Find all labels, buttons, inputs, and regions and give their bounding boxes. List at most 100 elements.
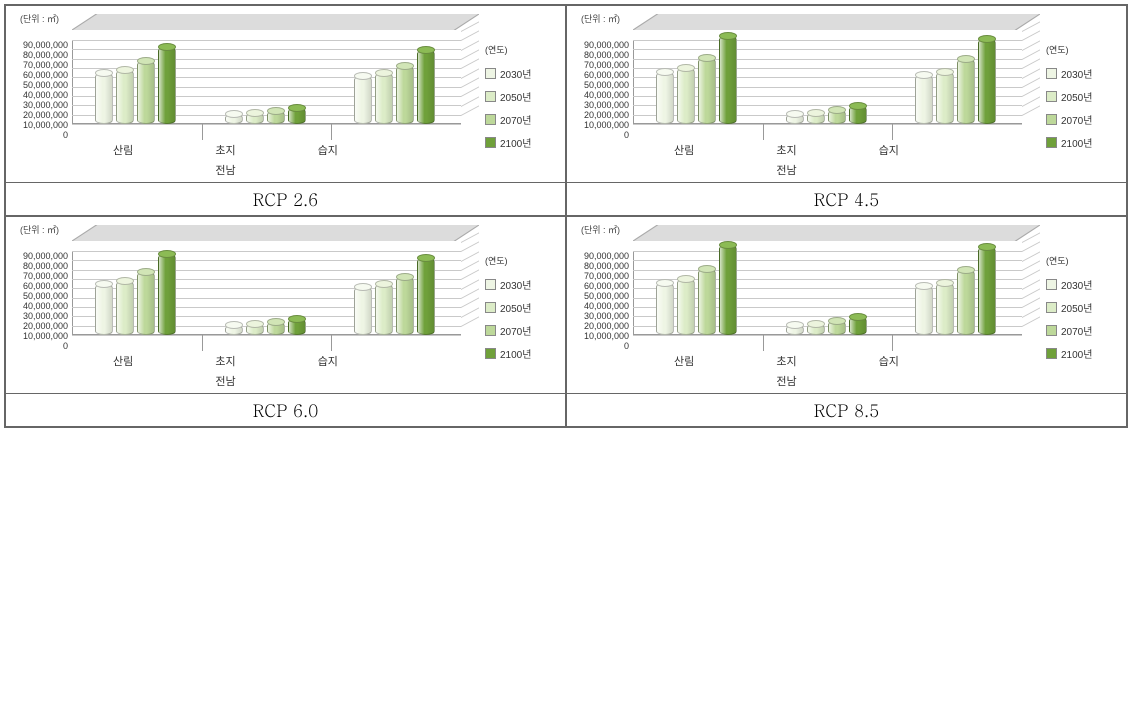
y-tick-label: 80,000,000 (23, 50, 68, 60)
legend-swatch (1046, 302, 1057, 313)
legend-label: 2030년 (1061, 66, 1092, 81)
y-tick-label: 10,000,000 (584, 120, 629, 130)
y-tick-label: 80,000,000 (23, 261, 68, 271)
floor (72, 225, 479, 241)
y-tick-label: 0 (63, 130, 68, 140)
legend-title: (연도) (485, 254, 561, 267)
plot-area (72, 225, 479, 351)
bar (95, 284, 113, 335)
legend-title: (연도) (1046, 43, 1122, 56)
bar-group (915, 247, 996, 335)
bar (267, 111, 285, 124)
y-tick-label: 90,000,000 (23, 40, 68, 50)
bar-group (656, 245, 737, 335)
floor (72, 14, 479, 30)
bar-group (786, 317, 867, 335)
bar (915, 286, 933, 335)
y-axis: 90,000,00080,000,00070,000,00060,000,000… (10, 14, 72, 140)
legend-item: 2050년 (485, 300, 561, 315)
y-tick-label: 60,000,000 (584, 281, 629, 291)
x-tick-label: 초지 (215, 142, 235, 158)
chart-panel: (단위 : ㎡)90,000,00080,000,00070,000,00060… (6, 6, 565, 182)
x-tick-label: 산림 (674, 353, 694, 369)
legend-title: (연도) (485, 43, 561, 56)
bar (978, 247, 996, 335)
bar (807, 113, 825, 124)
y-tick-label: 50,000,000 (23, 80, 68, 90)
legend-swatch (1046, 348, 1057, 359)
bar (375, 284, 393, 335)
bar (978, 39, 996, 124)
bar (957, 59, 975, 124)
y-tick-label: 30,000,000 (23, 100, 68, 110)
y-tick-label: 30,000,000 (23, 311, 68, 321)
bar-group (95, 47, 176, 124)
x-tick-label: 산림 (113, 353, 133, 369)
y-tick-label: 20,000,000 (584, 321, 629, 331)
legend-item: 2030년 (485, 277, 561, 292)
legend-label: 2050년 (500, 89, 531, 104)
legend-swatch (1046, 68, 1057, 79)
y-tick-label: 10,000,000 (23, 331, 68, 341)
bar (786, 114, 804, 124)
bar (288, 319, 306, 335)
legend-label: 2100년 (500, 346, 531, 361)
legend-item: 2030년 (1046, 277, 1122, 292)
legend-item: 2050년 (485, 89, 561, 104)
y-tick-label: 80,000,000 (584, 261, 629, 271)
y-tick-label: 20,000,000 (23, 110, 68, 120)
x-tick-label: 초지 (776, 142, 796, 158)
legend-swatch (485, 137, 496, 148)
legend-item: 2100년 (485, 135, 561, 150)
plot-area (633, 14, 1040, 140)
bar (246, 113, 264, 124)
panel-3: (단위 : ㎡)90,000,00080,000,00070,000,00060… (566, 216, 1127, 427)
bar (375, 73, 393, 124)
x-tick-label: 산림 (113, 142, 133, 158)
y-axis: 90,000,00080,000,00070,000,00060,000,000… (571, 14, 633, 140)
legend-label: 2030년 (1061, 277, 1092, 292)
legend-swatch (1046, 279, 1057, 290)
bar-group (95, 254, 176, 335)
y-tick-label: 60,000,000 (23, 70, 68, 80)
region-label: 전남 (571, 373, 1040, 389)
legend-item: 2030년 (485, 66, 561, 81)
y-tick-label: 90,000,000 (584, 40, 629, 50)
legend: (연도)2030년2050년2070년2100년 (479, 14, 561, 178)
bar-group (354, 50, 435, 124)
bar (698, 269, 716, 335)
y-tick-label: 50,000,000 (584, 80, 629, 90)
y-axis: 90,000,00080,000,00070,000,00060,000,000… (571, 225, 633, 351)
bar (116, 70, 134, 124)
bar (95, 73, 113, 124)
bar-group (225, 108, 306, 124)
legend-item: 2050년 (1046, 89, 1122, 104)
legend-item: 2070년 (485, 323, 561, 338)
x-tick-label: 산림 (674, 142, 694, 158)
y-tick-label: 70,000,000 (584, 60, 629, 70)
legend-label: 2070년 (500, 323, 531, 338)
bar-group (225, 319, 306, 335)
y-tick-label: 70,000,000 (584, 271, 629, 281)
x-axis: 산림초지습지 (633, 353, 940, 369)
bar (246, 324, 264, 335)
y-tick-label: 40,000,000 (23, 90, 68, 100)
legend-item: 2100년 (1046, 135, 1122, 150)
x-tick-label: 습지 (318, 142, 338, 158)
bar-group (656, 36, 737, 124)
x-tick-label: 습지 (879, 353, 899, 369)
legend-label: 2030년 (500, 277, 531, 292)
legend-title: (연도) (1046, 254, 1122, 267)
y-tick-label: 60,000,000 (584, 70, 629, 80)
legend-label: 2050년 (500, 300, 531, 315)
panel-caption: RCP 6.0 (6, 393, 565, 426)
region-label: 전남 (10, 373, 479, 389)
legend-item: 2100년 (1046, 346, 1122, 361)
legend-swatch (485, 302, 496, 313)
bar (915, 75, 933, 124)
bars-layer (72, 40, 461, 124)
legend-item: 2100년 (485, 346, 561, 361)
x-tick-label: 습지 (318, 353, 338, 369)
floor (633, 14, 1040, 30)
y-tick-label: 30,000,000 (584, 311, 629, 321)
